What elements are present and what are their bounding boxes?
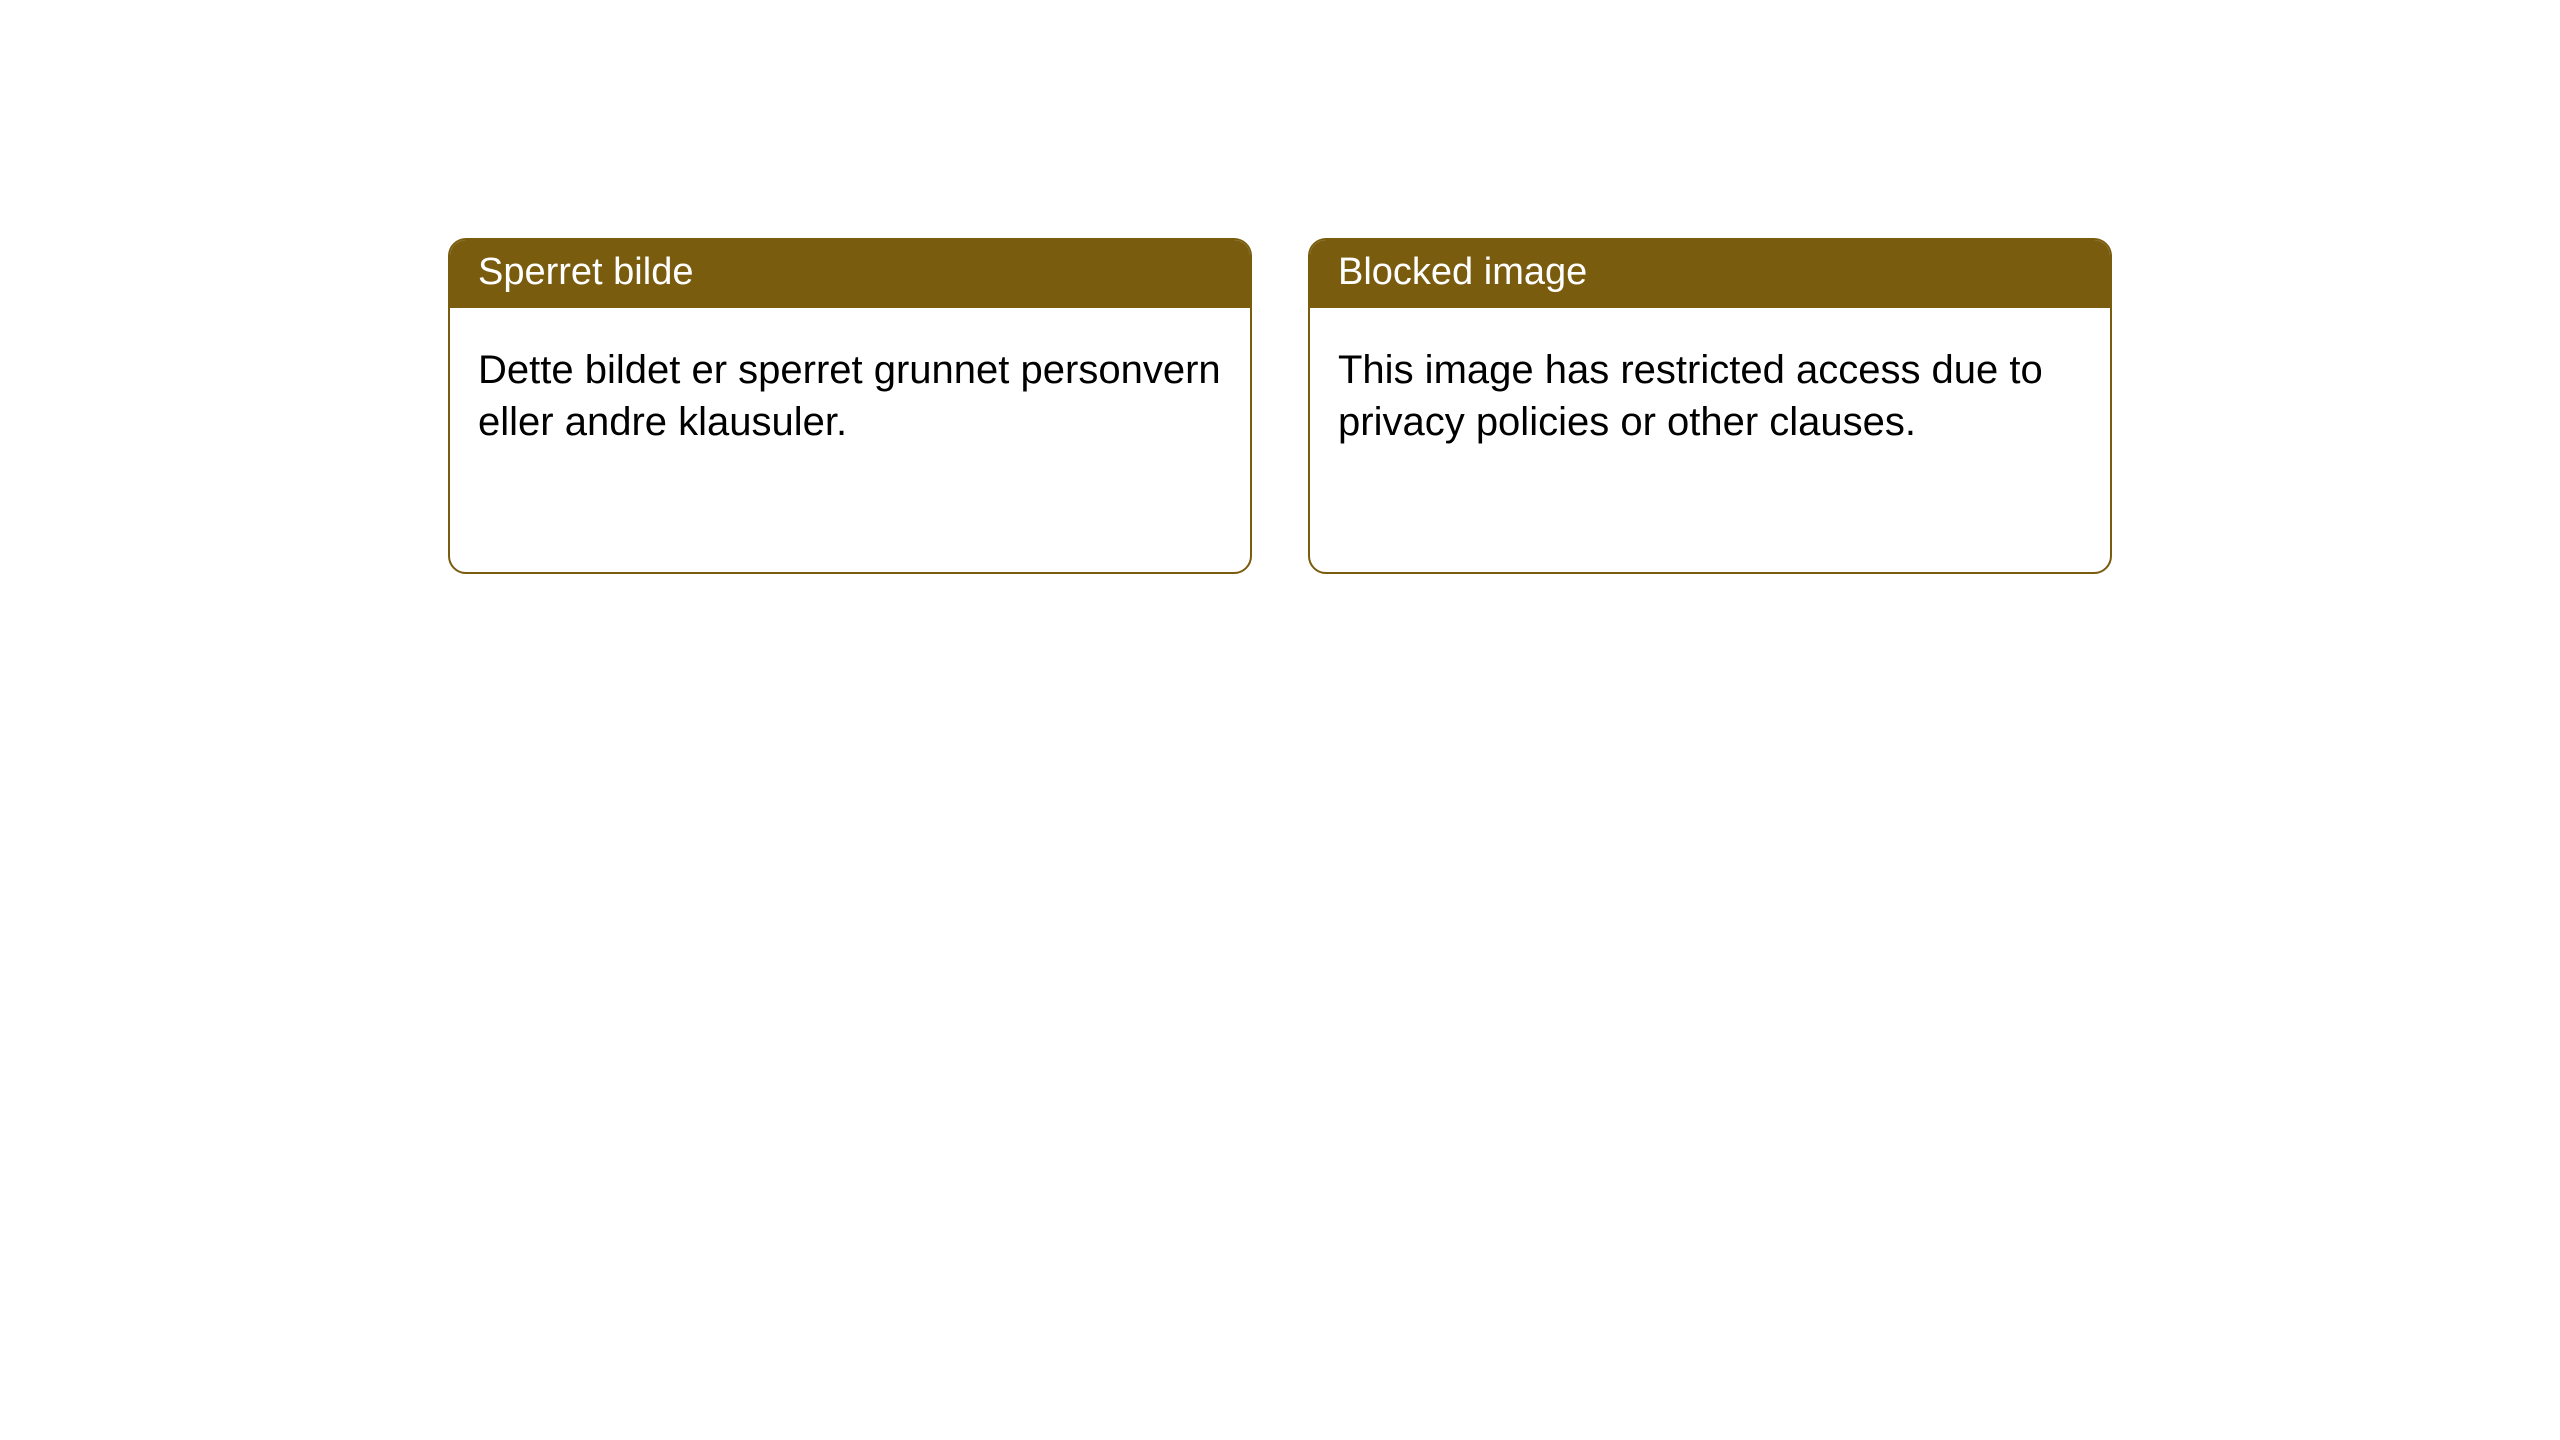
notice-card-english: Blocked image This image has restricted … [1308, 238, 2112, 574]
notice-card-norwegian: Sperret bilde Dette bildet er sperret gr… [448, 238, 1252, 574]
notice-header: Blocked image [1310, 240, 2110, 308]
notice-body: This image has restricted access due to … [1310, 308, 2110, 486]
notices-container: Sperret bilde Dette bildet er sperret gr… [0, 0, 2560, 574]
notice-body: Dette bildet er sperret grunnet personve… [450, 308, 1250, 486]
notice-header: Sperret bilde [450, 240, 1250, 308]
